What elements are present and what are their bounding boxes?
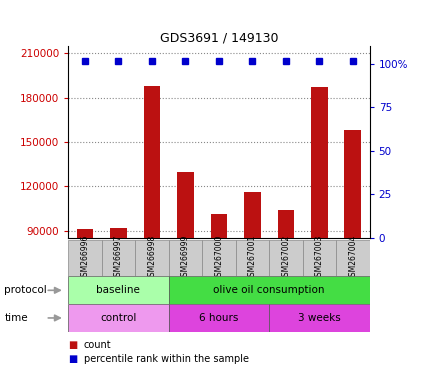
Bar	[68, 240, 102, 276]
Text: olive oil consumption: olive oil consumption	[213, 285, 325, 295]
Text: GSM267002: GSM267002	[281, 235, 290, 281]
Text: ■: ■	[68, 340, 77, 350]
Bar	[68, 276, 169, 304]
Text: GSM267004: GSM267004	[348, 235, 357, 281]
Bar	[336, 240, 370, 276]
Text: GSM266997: GSM266997	[114, 235, 123, 281]
Text: percentile rank within the sample: percentile rank within the sample	[84, 354, 249, 364]
Bar	[345, 130, 361, 364]
Text: GSM267003: GSM267003	[315, 235, 324, 281]
Text: GSM266996: GSM266996	[81, 235, 89, 281]
Bar	[169, 240, 202, 276]
Bar	[210, 214, 227, 364]
Title: GDS3691 / 149130: GDS3691 / 149130	[160, 32, 278, 45]
Bar	[169, 276, 370, 304]
Bar	[278, 210, 294, 364]
Text: time: time	[4, 313, 28, 323]
Text: GSM266999: GSM266999	[181, 235, 190, 281]
Text: protocol: protocol	[4, 285, 47, 295]
Bar	[269, 304, 370, 332]
Text: control: control	[100, 313, 137, 323]
Bar	[143, 86, 160, 364]
Bar	[177, 172, 194, 364]
Bar	[303, 240, 336, 276]
Text: count: count	[84, 340, 111, 350]
Text: GSM267000: GSM267000	[214, 235, 224, 281]
Bar	[169, 304, 269, 332]
Text: 3 weeks: 3 weeks	[298, 313, 341, 323]
Bar	[102, 240, 135, 276]
Bar	[135, 240, 169, 276]
Bar	[77, 229, 93, 364]
Bar	[68, 304, 169, 332]
Text: GSM266998: GSM266998	[147, 235, 157, 281]
Text: ■: ■	[68, 354, 77, 364]
Bar	[236, 240, 269, 276]
Bar	[202, 240, 236, 276]
Bar	[311, 88, 328, 364]
Text: baseline: baseline	[96, 285, 140, 295]
Bar	[244, 192, 261, 364]
Text: 6 hours: 6 hours	[199, 313, 238, 323]
Text: GSM267001: GSM267001	[248, 235, 257, 281]
Bar	[269, 240, 303, 276]
Bar	[110, 228, 127, 364]
